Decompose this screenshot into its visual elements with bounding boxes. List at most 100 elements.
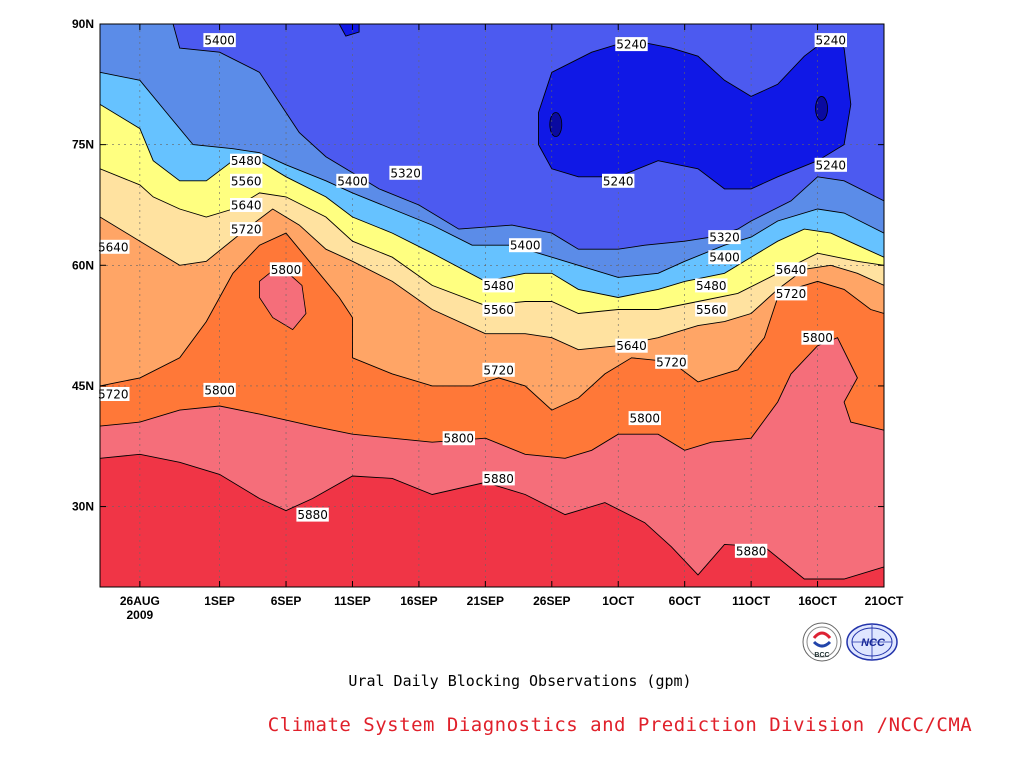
contour-label: 5720 xyxy=(655,354,688,369)
contour-label-text: 5560 xyxy=(483,303,514,317)
contour-label-text: 5560 xyxy=(231,174,262,188)
contour-label-text: 5240 xyxy=(816,34,847,48)
x-tick-label: 21SEP xyxy=(467,594,504,608)
contour-line-5480 xyxy=(100,104,884,298)
x-tick-label: 11SEP xyxy=(334,594,371,608)
ncc-logo: NCC xyxy=(846,623,898,661)
deep-low-spot-0 xyxy=(549,112,563,137)
contour-label-text: 5400 xyxy=(709,251,740,265)
x-tick-label: 1OCT xyxy=(602,594,635,608)
grid-layer xyxy=(100,24,884,587)
contour-label: 5640 xyxy=(615,338,648,353)
contour-label-text: 5320 xyxy=(709,231,740,245)
contour-label-text: 5480 xyxy=(231,154,262,168)
agency-logos: BCC NCC xyxy=(802,622,898,662)
contour-label-text: 5240 xyxy=(603,174,634,188)
contour-label: 5400 xyxy=(203,33,236,48)
contour-label: 5240 xyxy=(615,37,648,52)
contour-label: 5720 xyxy=(97,387,130,402)
contour-label: 5320 xyxy=(708,230,741,245)
contour-label: 5480 xyxy=(482,278,515,293)
contour-label-text: 5800 xyxy=(802,331,833,345)
x-tick-label: 6SEP xyxy=(271,594,302,608)
y-tick-label: 60N xyxy=(72,258,94,272)
contour-label: 5880 xyxy=(482,471,515,486)
x-tick-label: 21OCT xyxy=(865,594,904,608)
contour-label-text: 5880 xyxy=(736,544,767,558)
contour-label: 5800 xyxy=(269,262,303,277)
contour-label-text: 5240 xyxy=(816,158,847,172)
contour-label-text: 5640 xyxy=(776,263,807,277)
contour-label: 5480 xyxy=(695,278,728,293)
contour-label: 5880 xyxy=(296,507,329,522)
contour-label: 5560 xyxy=(482,302,515,317)
contour-label: 5320 xyxy=(389,165,422,180)
credit-line: Climate System Diagnostics and Predictio… xyxy=(267,714,973,736)
contour-label: 5240 xyxy=(814,33,847,48)
contour-label-text: 5720 xyxy=(231,223,262,237)
contour-label-text: 5800 xyxy=(630,412,661,426)
x-tick-label: 16SEP xyxy=(400,594,437,608)
contour-label: 5720 xyxy=(774,286,808,301)
contour-label: 5800 xyxy=(203,382,236,397)
x-tick-label: 1SEP xyxy=(204,594,235,608)
contour-label-text: 5880 xyxy=(483,472,514,486)
contour-label: 5240 xyxy=(814,157,847,172)
contour-label: 5400 xyxy=(509,238,542,253)
contour-label: 5400 xyxy=(708,250,741,265)
deep-low-spot-1 xyxy=(815,96,828,121)
contour-line-5240 xyxy=(338,24,360,37)
contour-label: 5800 xyxy=(628,411,661,426)
x-tick-label: 16OCT xyxy=(798,594,837,608)
y-tick-label: 45N xyxy=(72,379,94,393)
band-below-5240-0 xyxy=(538,36,851,189)
contour-label-text: 5560 xyxy=(696,303,727,317)
y-tick-label: 30N xyxy=(72,500,94,514)
contour-label-text: 5640 xyxy=(98,240,129,254)
contour-label-text: 5720 xyxy=(98,388,129,402)
contour-line-5800 xyxy=(100,337,884,459)
contour-label-text: 5400 xyxy=(510,239,541,253)
contour-label: 5400 xyxy=(336,173,369,188)
contour-label: 5720 xyxy=(482,362,515,377)
contour-label-text: 5320 xyxy=(390,166,421,180)
contour-label: 5640 xyxy=(774,262,808,277)
contour-label: 5560 xyxy=(230,173,263,188)
y-tick-label: 75N xyxy=(72,138,94,152)
contour-label-text: 5480 xyxy=(483,279,514,293)
x-tick-label: 26AUG xyxy=(120,594,160,608)
x-tick-label: 26SEP xyxy=(533,594,570,608)
contour-label-text: 5640 xyxy=(616,339,647,353)
contour-label-text: 5800 xyxy=(444,432,475,446)
plot-frame xyxy=(99,23,885,588)
y-tick-label: 90N xyxy=(72,17,94,31)
contour-label-text: 5720 xyxy=(776,287,807,301)
contour-line-5320 xyxy=(172,24,884,250)
contour-label: 5240 xyxy=(602,173,635,188)
contour-label: 5560 xyxy=(695,302,728,317)
contour-label-text: 5640 xyxy=(231,199,262,213)
logo-group: BCC NCC xyxy=(800,620,900,664)
x-tick-sublabel: 2009 xyxy=(127,608,154,622)
contour-label: 5800 xyxy=(442,431,475,446)
x-tick-label: 6OCT xyxy=(669,594,702,608)
contour-label-text: 5400 xyxy=(337,174,368,188)
ncc-logo-text: NCC xyxy=(861,637,886,649)
contour-label: 5800 xyxy=(801,330,834,345)
bcc-logo: BCC xyxy=(802,622,842,662)
contour-label-text: 5720 xyxy=(656,355,687,369)
contour-label-text: 5480 xyxy=(696,279,727,293)
contour-label-text: 5880 xyxy=(297,508,328,522)
contour-label: 5640 xyxy=(97,239,130,254)
contour-label: 5880 xyxy=(734,543,768,558)
contour-label-text: 5800 xyxy=(204,383,235,397)
contour-label: 5640 xyxy=(230,198,263,213)
contour-line-5400 xyxy=(100,71,884,278)
contour-label-text: 5800 xyxy=(271,263,302,277)
contour-label: 5480 xyxy=(230,153,263,168)
contour-line-5560 xyxy=(100,168,884,314)
contour-label-text: 5400 xyxy=(204,34,235,48)
chart-title: Ural Daily Blocking Observations (gpm) xyxy=(348,672,692,690)
